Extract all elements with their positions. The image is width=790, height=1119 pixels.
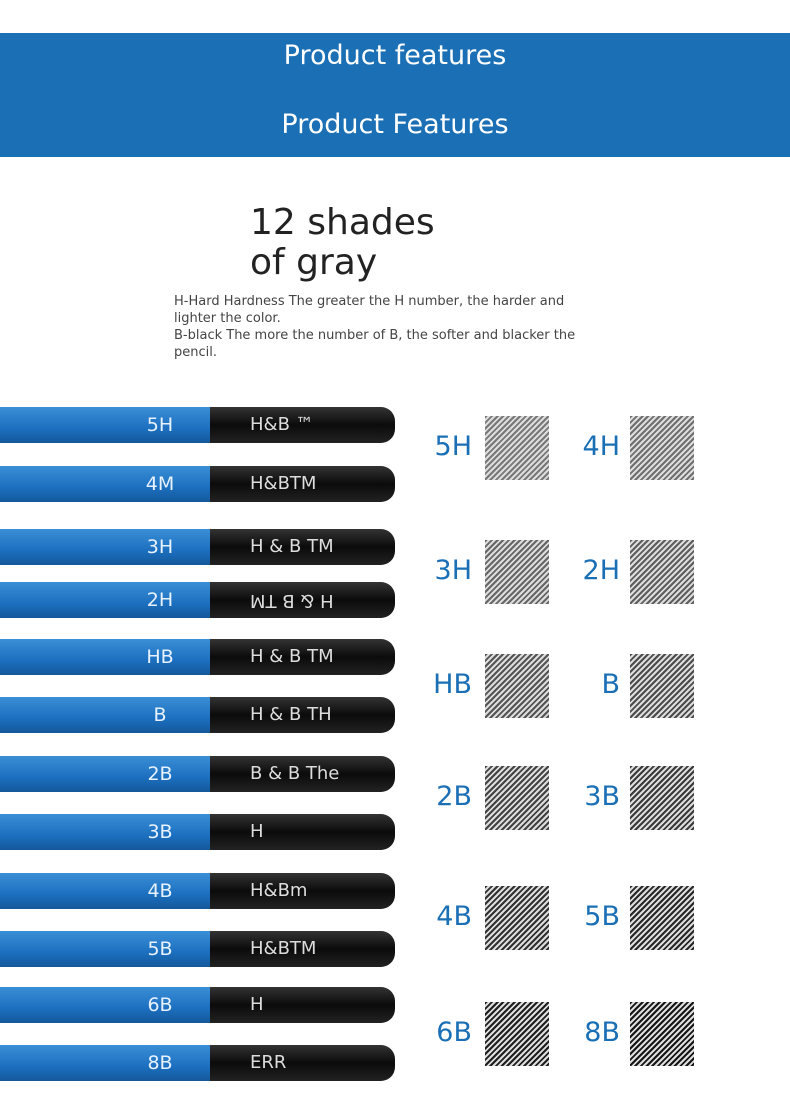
banner: Product features Product Features [0, 33, 790, 157]
pencil-wood [0, 1045, 210, 1081]
pencil-cap [210, 407, 395, 443]
swatch-label: HB [433, 669, 472, 700]
pencil-wood [0, 814, 210, 850]
pencil: 6B H [0, 987, 395, 1023]
pencil-cap [210, 697, 395, 733]
pencil-grade: 4M [145, 473, 175, 495]
swatch-label: 5H [434, 431, 472, 462]
pencil-brand: H [250, 994, 264, 1015]
swatch-label: 5B [584, 901, 620, 932]
swatch-label: 3B [584, 781, 620, 812]
swatch [485, 766, 549, 830]
pencil-cap [210, 931, 395, 967]
pencil-brand: H&BTM [250, 938, 317, 959]
pencil-wood [0, 697, 210, 733]
pencil-brand: H&B ™ [250, 414, 314, 435]
pencil-cap [210, 582, 395, 618]
pencil: 3B H [0, 814, 395, 850]
pencil-grade: 3H [146, 536, 174, 558]
pencil-cap [210, 529, 395, 565]
swatch [485, 654, 549, 718]
pencil-brand: H&Bm [250, 880, 308, 901]
swatch-label: 3H [434, 555, 472, 586]
pencil-cap [210, 466, 395, 502]
pencil: 2H H & B TM [0, 582, 395, 618]
swatch [485, 886, 549, 950]
pencil-cap [210, 873, 395, 909]
description-line: H-Hard Hardness The greater the H number… [174, 294, 565, 326]
description: H-Hard Hardness The greater the H number… [174, 293, 604, 361]
pencil-grade: 6B [147, 994, 173, 1016]
banner-title: Product features [283, 40, 507, 71]
swatch-label: 4H [582, 431, 620, 462]
pencil: HB H & B TM [0, 639, 395, 675]
pencil-wood [0, 639, 210, 675]
pencil-grade: 3B [147, 821, 173, 843]
pencil-grade: HB [146, 646, 174, 668]
pencil-brand: H & B TM [250, 536, 334, 557]
description-line: B-black The more the number of B, the so… [174, 328, 576, 360]
swatch-label: 6B [436, 1017, 472, 1048]
swatch [630, 1002, 694, 1066]
pencil-grade: 4B [147, 880, 173, 902]
swatch [630, 540, 694, 604]
pencil: B H & B TH [0, 697, 395, 733]
swatch [485, 540, 549, 604]
pencil-cap [210, 814, 395, 850]
swatch-label: 4B [436, 901, 472, 932]
pencil-wood [0, 407, 210, 443]
swatch-label: 2H [582, 555, 620, 586]
pencil: 4M H&BTM [0, 466, 395, 502]
pencil: 5B H&BTM [0, 931, 395, 967]
pencil-brand: H & B TH [250, 704, 332, 725]
pencil: 8B ERR [0, 1045, 395, 1081]
pencil: 2B B & B The [0, 756, 395, 792]
pencil-grade: B [153, 704, 167, 726]
pencil: 3H H & B TM [0, 529, 395, 565]
swatch [630, 654, 694, 718]
pencil-brand: H & B TM [250, 590, 334, 611]
pencil: 5H H&B ™ [0, 407, 395, 443]
pencil-cap [210, 1045, 395, 1081]
pencil-cap [210, 639, 395, 675]
pencil-wood [0, 931, 210, 967]
swatch [485, 416, 549, 480]
pencil-wood [0, 756, 210, 792]
pencil-brand: ERR [250, 1052, 287, 1073]
pencil-brand: B & B The [250, 763, 340, 784]
pencil-brand: H&BTM [250, 473, 317, 494]
pencil-wood [0, 873, 210, 909]
pencil-grade: 2H [146, 589, 174, 611]
pencil-grade: 2B [147, 763, 173, 785]
swatch [630, 886, 694, 950]
pencil-wood [0, 466, 210, 502]
pencil-brand: H [250, 821, 264, 842]
swatch [630, 766, 694, 830]
swatch-label: B [601, 669, 620, 700]
pencil-cap [210, 756, 395, 792]
pencil-grade: 5H [146, 414, 174, 436]
heading: 12 shades of gray [250, 202, 435, 283]
pencil-wood [0, 529, 210, 565]
banner-subtitle: Product Features [281, 109, 509, 140]
pencil-brand: H & B TM [250, 646, 334, 667]
swatch [630, 416, 694, 480]
pencil-cap [210, 987, 395, 1023]
pencil-grade: 5B [147, 938, 173, 960]
swatch-label: 8B [584, 1017, 620, 1048]
pencil: 4B H&Bm [0, 873, 395, 909]
swatch-label: 2B [436, 781, 472, 812]
pencil-wood [0, 582, 210, 618]
pencil-grade: 8B [147, 1052, 173, 1074]
swatch [485, 1002, 549, 1066]
pencil-wood [0, 987, 210, 1023]
